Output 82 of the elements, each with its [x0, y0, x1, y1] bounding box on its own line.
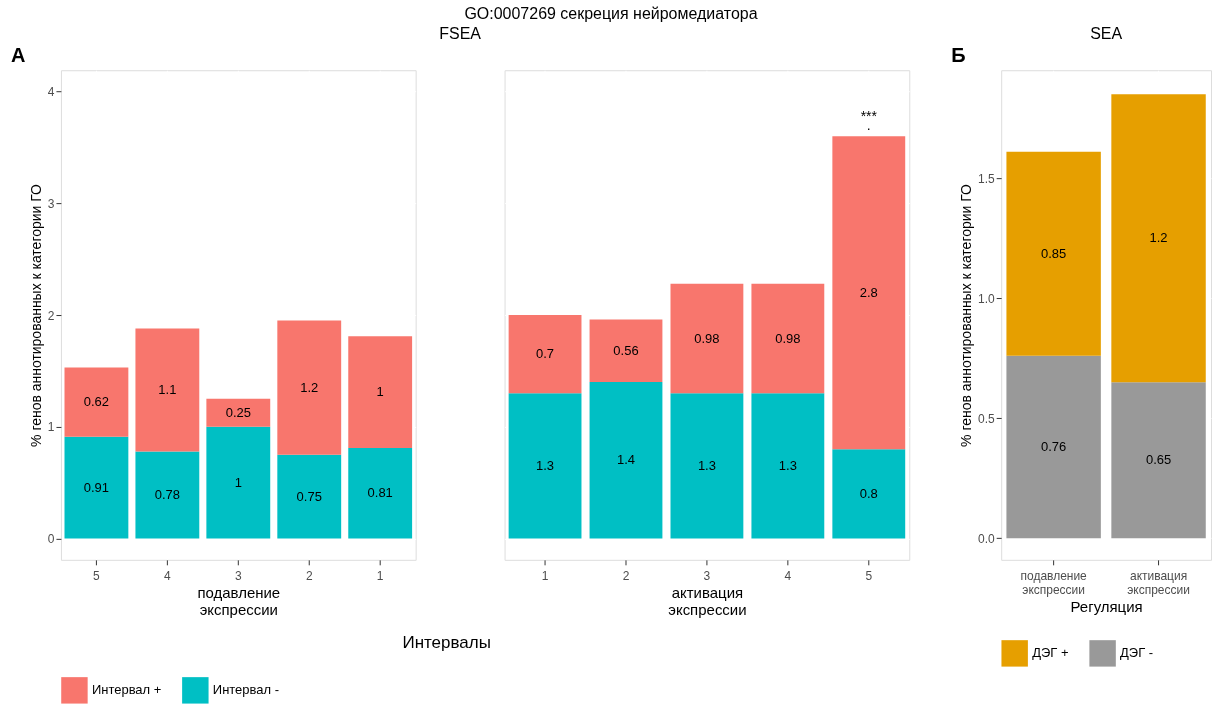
- x-tick-label: 5: [865, 569, 873, 584]
- bar: [206, 426, 271, 539]
- text: Интервалы: [402, 632, 491, 652]
- bar: [508, 315, 582, 394]
- y-tick-label: 0.5: [978, 411, 996, 426]
- bar: [1111, 94, 1206, 383]
- data-label: 0.65: [1145, 452, 1172, 468]
- bar: [508, 393, 582, 539]
- bar: [589, 319, 663, 383]
- y-axis-title: % генов аннотированных к категории ГО: [27, 184, 44, 447]
- data-label: 0.98: [694, 330, 720, 346]
- bar: [670, 393, 744, 539]
- bar: [751, 393, 825, 539]
- data-label: 1.4: [616, 452, 635, 468]
- data-label: 0.85: [1041, 245, 1067, 261]
- y-tick-label: 1: [47, 420, 55, 435]
- legend-label: Интервал +: [91, 682, 162, 698]
- text: Б: [951, 44, 966, 67]
- x-axis-title: Регуляция: [1070, 598, 1143, 616]
- bar: [1111, 382, 1206, 539]
- bar: [670, 283, 744, 394]
- x-tick-label: активация экспрессии: [1127, 569, 1190, 598]
- data-label: 1: [234, 474, 242, 490]
- bar: [832, 136, 906, 450]
- data-label: 0.91: [83, 479, 110, 495]
- legend-label: ДЭГ -: [1120, 645, 1154, 661]
- chart-title: SEA: [1090, 25, 1123, 43]
- bar: [1006, 151, 1101, 356]
- x-tick-label: подавление экспрессии: [1020, 569, 1088, 598]
- bar: [751, 283, 825, 394]
- bar: [64, 367, 129, 437]
- bar: [1006, 355, 1101, 539]
- data-label: 0.98: [775, 330, 801, 346]
- data-label: 0.25: [225, 404, 251, 420]
- x-tick-label: 4: [784, 569, 792, 584]
- data-label: 0.7: [536, 346, 555, 362]
- x-tick-label: 3: [703, 569, 711, 584]
- x-tick-label: 1: [376, 569, 384, 584]
- data-label: 1.1: [158, 381, 177, 397]
- data-label: 1: [376, 384, 384, 400]
- x-tick-label: 2: [305, 569, 313, 584]
- data-label: 1.2: [1149, 230, 1168, 246]
- bar: [348, 448, 413, 539]
- legend-label: Интервал -: [212, 682, 279, 698]
- data-label: 1.3: [697, 457, 716, 473]
- data-label: 0.75: [296, 488, 322, 504]
- x-tick-label: 2: [622, 569, 630, 584]
- text: A: [10, 44, 26, 67]
- x-tick-label: 3: [234, 569, 242, 584]
- y-tick-label: 0: [47, 532, 55, 547]
- data-label: 1.2: [300, 379, 319, 395]
- bar: [277, 320, 342, 455]
- data-label: 1.3: [536, 457, 555, 473]
- bar: [64, 436, 129, 539]
- bar: [832, 449, 906, 539]
- data-label: 0.62: [83, 394, 110, 410]
- data-label: 0.81: [367, 485, 393, 501]
- bar: [277, 454, 342, 539]
- bar: [589, 382, 663, 539]
- data-label: 1.3: [778, 457, 797, 473]
- y-tick-label: 2: [47, 308, 55, 323]
- y-tick-label: 4: [47, 84, 55, 99]
- bar: [135, 451, 200, 539]
- data-label: 0.8: [859, 485, 878, 501]
- legend-label: ДЭГ +: [1032, 645, 1069, 661]
- x-tick-label: 5: [93, 569, 101, 584]
- y-tick-label: 1.5: [978, 171, 996, 186]
- x-tick-label: 4: [164, 569, 172, 584]
- bar: [206, 398, 271, 427]
- y-axis-title: % генов аннотированных к категории ГО: [958, 184, 975, 447]
- data-label: 0.78: [154, 487, 180, 502]
- y-tick-label: 3: [47, 196, 55, 211]
- x-tick-label: 1: [541, 569, 549, 584]
- y-tick-label: 0.0: [978, 531, 996, 546]
- data-label: 0.56: [613, 342, 639, 358]
- bar: [348, 336, 413, 449]
- text: FSEA: [439, 24, 482, 42]
- bar: [135, 328, 200, 452]
- text: GO:0007269 секреция нейромедиатора: [464, 4, 758, 22]
- data-label: 0.76: [1041, 439, 1067, 455]
- y-tick-label: 1.0: [978, 291, 996, 306]
- data-label: 2.8: [859, 284, 878, 300]
